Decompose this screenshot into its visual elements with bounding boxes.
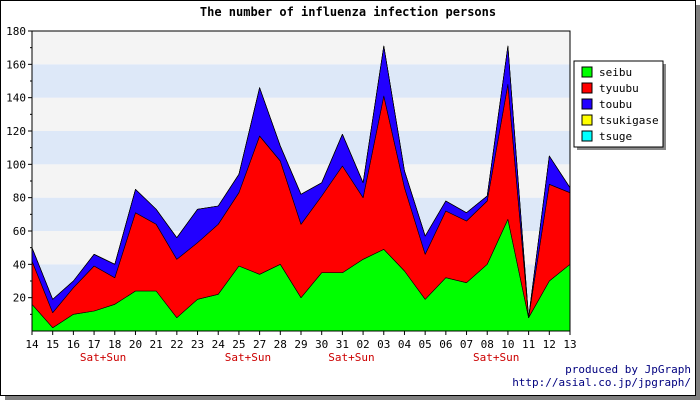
weekend-label: Sat+Sun xyxy=(225,351,271,364)
weekend-label: Sat+Sun xyxy=(80,351,126,364)
x-tick-label: 28 xyxy=(274,338,287,351)
legend-label-tyuubu: tyuubu xyxy=(599,82,639,95)
chart-title: The number of influenza infection person… xyxy=(199,5,497,19)
grid-band xyxy=(32,64,570,98)
area-chart: 20 40 60 80 100 120 140 160 180 14 15 16 17 18 20 21 22 2… xyxy=(6,25,666,364)
x-tick-label: 06 xyxy=(439,338,452,351)
y-tick-label: 140 xyxy=(6,92,26,105)
x-tick-label: 16 xyxy=(67,338,80,351)
y-tick-label: 160 xyxy=(6,58,26,71)
legend-label-tsuge: tsuge xyxy=(599,130,632,143)
x-tick-label: 04 xyxy=(398,338,412,351)
legend-label-toubu: toubu xyxy=(599,98,632,111)
x-tick-label: 31 xyxy=(336,338,349,351)
weekend-label: Sat+Sun xyxy=(473,351,519,364)
x-tick-label: 23 xyxy=(191,338,204,351)
x-tick-label: 29 xyxy=(294,338,307,351)
x-tick-label: 14 xyxy=(25,338,39,351)
legend-swatch-toubu xyxy=(581,98,593,110)
x-tick-label: 12 xyxy=(543,338,556,351)
y-tick-label: 60 xyxy=(13,225,26,238)
x-tick-label: 08 xyxy=(481,338,494,351)
grid-band xyxy=(32,31,570,65)
grid-band xyxy=(32,164,570,198)
x-tick-label: 30 xyxy=(315,338,328,351)
credit-block: produced by JpGraph http://asial.co.jp/j… xyxy=(512,363,691,389)
legend-swatch-tsuge xyxy=(581,130,593,142)
legend-swatch-seibu xyxy=(581,66,593,78)
x-tick-label: 03 xyxy=(377,338,390,351)
legend-label-seibu: seibu xyxy=(599,66,632,79)
x-tick-label: 17 xyxy=(87,338,100,351)
legend-swatch-tsukigase xyxy=(581,114,593,126)
x-tick-label: 11 xyxy=(522,338,535,351)
y-tick-label: 100 xyxy=(6,158,26,171)
x-tick-label: 18 xyxy=(108,338,121,351)
y-tick-label: 180 xyxy=(6,25,26,38)
legend-swatch-tyuubu xyxy=(581,82,593,94)
x-tick-label: 22 xyxy=(170,338,183,351)
x-tick-label: 27 xyxy=(253,338,266,351)
x-tick-label: 24 xyxy=(212,338,226,351)
x-tick-label: 21 xyxy=(150,338,163,351)
x-tick-label: 20 xyxy=(129,338,142,351)
credit-line-1: produced by JpGraph xyxy=(565,363,691,376)
x-tick-label: 15 xyxy=(46,338,59,351)
y-tick-label: 120 xyxy=(6,125,26,138)
y-tick-label: 80 xyxy=(13,192,26,205)
grid-band xyxy=(32,131,570,165)
x-tick-label: 07 xyxy=(460,338,473,351)
legend-label-tsukigase: tsukigase xyxy=(599,114,659,127)
x-tick-label: 05 xyxy=(419,338,432,351)
credit-line-2: http://asial.co.jp/jpgraph/ xyxy=(512,376,691,389)
x-tick-label: 10 xyxy=(501,338,514,351)
y-tick-label: 20 xyxy=(13,292,26,305)
x-tick-label: 02 xyxy=(356,338,369,351)
weekend-label: Sat+Sun xyxy=(328,351,374,364)
x-tick-label: 25 xyxy=(232,338,245,351)
y-tick-label: 40 xyxy=(13,258,26,271)
grid-band xyxy=(32,97,570,131)
x-tick-label: 13 xyxy=(563,338,576,351)
